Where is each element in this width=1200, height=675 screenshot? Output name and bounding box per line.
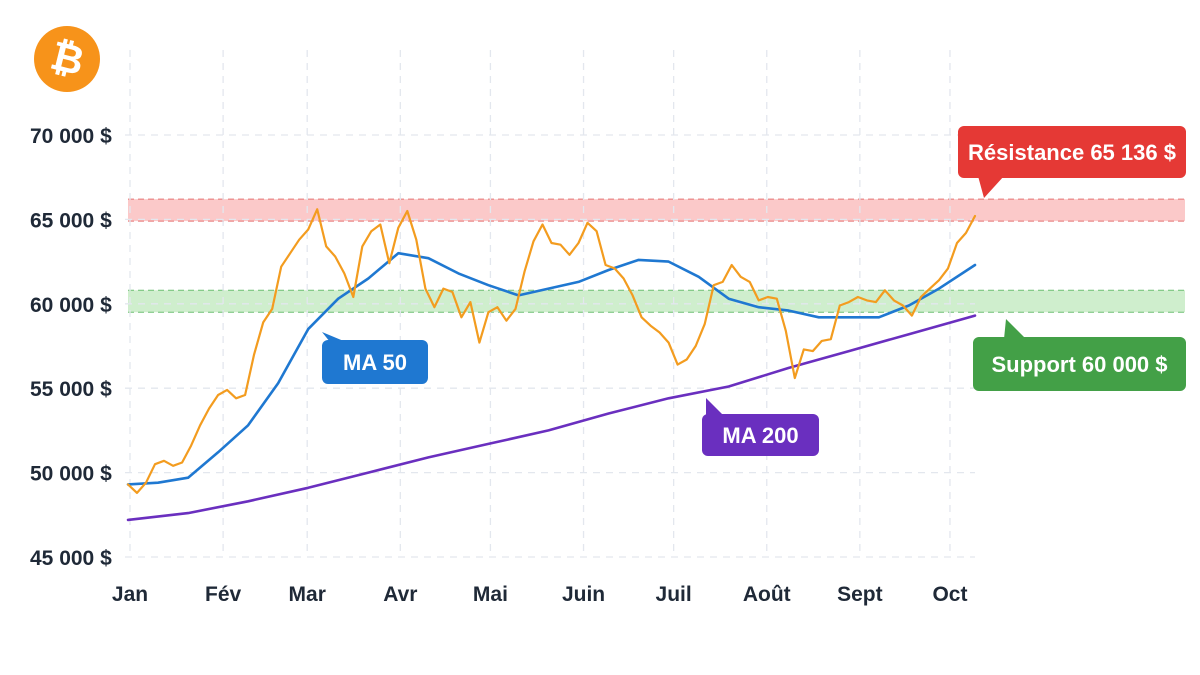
price-line <box>126 208 977 494</box>
resistance-callout: Résistance 65 136 $ <box>958 126 1186 198</box>
support-zone <box>128 290 1185 313</box>
zones-layer <box>128 198 1185 313</box>
ma50-line <box>126 251 977 486</box>
bitcoin-logo: ₿ <box>34 26 100 92</box>
x-tick-label: Mar <box>289 583 326 606</box>
y-tick-label: 45 000 $ <box>30 547 112 570</box>
ma200-callout-text: MA 200 <box>722 423 798 448</box>
resistance-callout-text: Résistance 65 136 $ <box>968 140 1176 165</box>
ma200-callout-box <box>702 414 819 456</box>
y-tick-label: 70 000 $ <box>30 125 112 148</box>
callouts-layer: Résistance 65 136 $ Support 60 000 $ MA 50… <box>322 126 1186 456</box>
x-tick-label: Fév <box>205 583 242 606</box>
support-callout-pointer <box>1004 319 1026 339</box>
series-layer <box>126 208 977 522</box>
ma50-callout-pointer <box>322 332 346 342</box>
ma50-callout: MA 50 <box>322 332 428 384</box>
ma50-callout-text: MA 50 <box>343 350 407 375</box>
y-tick-label: 50 000 $ <box>30 463 112 486</box>
x-tick-label: Avr <box>383 583 417 606</box>
ma200-callout: MA 200 <box>702 398 819 456</box>
y-tick-label: 60 000 $ <box>30 294 112 317</box>
grid-layer <box>125 50 975 558</box>
support-callout-box <box>973 337 1186 391</box>
support-callout-text: Support 60 000 $ <box>991 352 1167 377</box>
resistance-callout-pointer <box>978 176 1004 198</box>
resistance-zone <box>128 199 1185 222</box>
ma200-line <box>126 314 977 522</box>
y-tick-label: 55 000 $ <box>30 378 112 401</box>
x-tick-label: Août <box>743 583 791 606</box>
x-tick-label: Juil <box>656 583 692 606</box>
y-tick-label: 65 000 $ <box>30 209 112 232</box>
x-tick-label: Sept <box>837 583 883 606</box>
support-callout: Support 60 000 $ <box>973 319 1186 391</box>
x-tick-label: Oct <box>932 583 967 606</box>
ticks-layer: 45 000 $ 50 000 $ 55 000 $ 60 000 $ 65 000 $… <box>30 125 967 606</box>
resistance-callout-box <box>958 126 1186 178</box>
ma200-callout-pointer <box>706 398 724 416</box>
x-tick-label: Juin <box>562 583 605 606</box>
ma50-callout-box <box>322 340 428 384</box>
x-tick-label: Mai <box>473 583 508 606</box>
x-tick-label: Jan <box>112 583 148 606</box>
